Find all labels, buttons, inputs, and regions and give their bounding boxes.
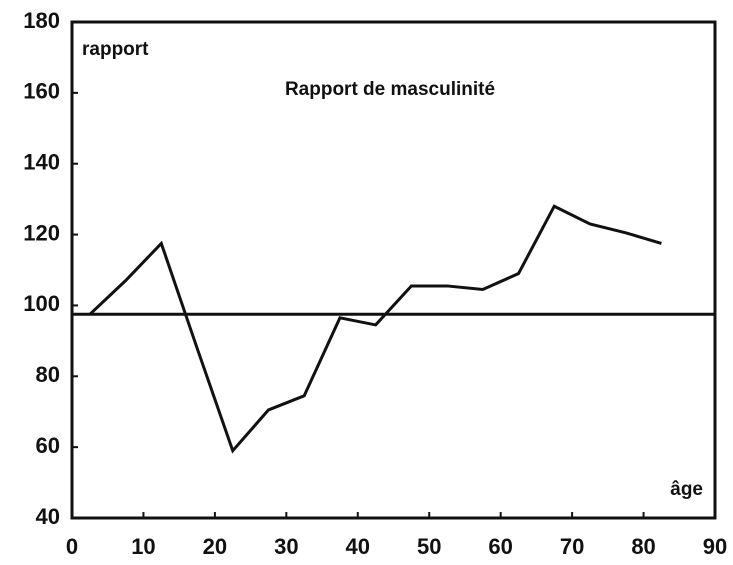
y-tick-label: 80 (36, 362, 60, 387)
y-tick-label: 160 (23, 79, 60, 104)
y-tick-label: 100 (23, 291, 60, 316)
chart-title: Rapport de masculinité (285, 79, 495, 100)
x-tick-label: 40 (346, 534, 370, 559)
y-axis-label: rapport (82, 39, 149, 60)
x-axis-label: âge (670, 479, 703, 500)
plot-frame (70, 20, 717, 520)
x-tick-label: 20 (203, 534, 227, 559)
x-tick-label: 80 (631, 534, 655, 559)
x-tick-label: 30 (274, 534, 298, 559)
y-tick-label: 140 (23, 150, 60, 175)
x-tick-label: 10 (131, 534, 155, 559)
y-tick-label: 60 (36, 433, 60, 458)
y-tick-label: 40 (36, 504, 60, 529)
x-tick-label: 50 (417, 534, 441, 559)
x-tick-label: 90 (703, 534, 727, 559)
x-tick-label: 60 (488, 534, 512, 559)
y-tick-label: 120 (23, 220, 60, 245)
x-tick-label: 70 (560, 534, 584, 559)
data-line (88, 204, 662, 454)
x-tick-label: 0 (66, 534, 78, 559)
y-tick-label: 180 (23, 8, 60, 33)
